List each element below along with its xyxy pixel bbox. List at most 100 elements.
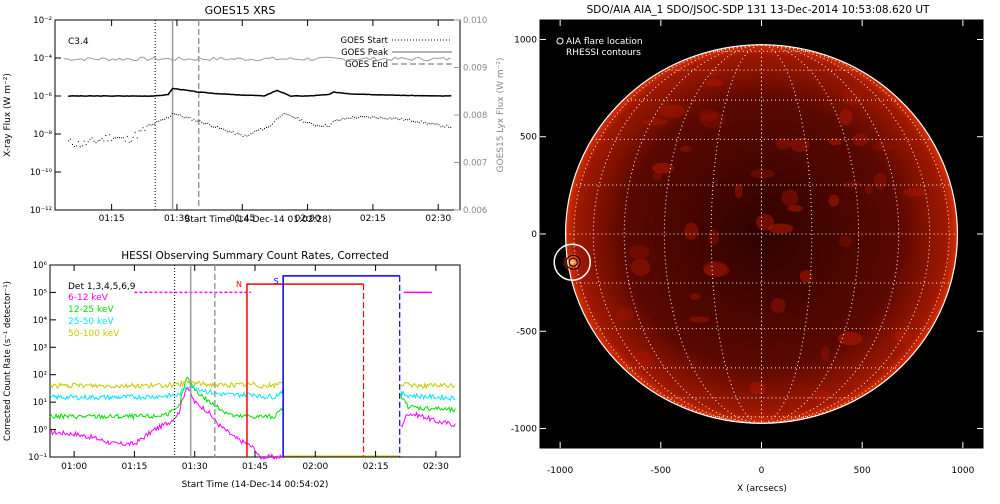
hessi-saa-label: S [274, 277, 279, 286]
aia-image-panel: SDO/AIA AIA_1 SDO/JSOC-SDP 131 13-Dec-20… [511, 4, 984, 494]
aia-ytick-label: -500 [517, 327, 538, 337]
sun-active-region [781, 189, 799, 207]
goes-ytick-right-label: 0.007 [463, 159, 487, 169]
goes-short-channel-point [385, 118, 387, 120]
goes-short-channel-point [181, 116, 183, 118]
rhessi-contour-outer [565, 254, 581, 270]
goes-short-channel-point [166, 117, 167, 119]
goes-short-channel-point [68, 140, 70, 142]
sun-active-region [652, 171, 662, 181]
goes-short-channel-point [309, 122, 311, 123]
sun-active-region [699, 112, 725, 128]
goes-short-channel-point [391, 118, 393, 120]
aia-xtick-label: 500 [854, 466, 871, 476]
goes-short-channel-point [418, 122, 420, 124]
goes-short-channel-point [375, 117, 377, 119]
goes-short-channel-point [164, 118, 166, 120]
sun-active-region [755, 214, 775, 231]
goes-short-channel-point [81, 145, 83, 147]
goes-short-channel-point [236, 132, 238, 134]
goes-short-channel-point [367, 116, 369, 118]
sun-active-region [628, 244, 650, 259]
hessi-xlabel: Start Time (14-Dec-14 00:54:02) [182, 480, 329, 490]
goes-short-channel-point [346, 117, 348, 119]
aia-xtick-label: 1000 [951, 466, 974, 476]
goes-short-channel-point [422, 122, 424, 124]
goes-short-channel-point [171, 112, 173, 114]
goes-short-channel-point [444, 126, 446, 128]
aia-xtick-label: -500 [651, 466, 672, 476]
hessi-band-line-25-50kev [49, 384, 456, 402]
sun-active-region [828, 194, 840, 207]
goes-short-channel-point [342, 117, 344, 119]
hessi-night-flag [246, 283, 364, 457]
sun-active-region [770, 297, 786, 313]
aia-xtick-label: 0 [759, 466, 765, 476]
sun-active-region [838, 235, 853, 247]
goes-short-channel-point [401, 117, 403, 119]
goes-short-channel-point [242, 135, 244, 137]
sun-active-region [652, 162, 674, 174]
goes-short-channel-point [189, 117, 191, 119]
goes-short-channel-point [238, 133, 240, 135]
goes-short-channel-point [252, 132, 254, 134]
goes-short-channel-point [362, 116, 363, 118]
goes-short-channel-point [226, 131, 228, 133]
goes-short-channel-point [195, 120, 197, 122]
goes-xtick-label: 02:00 [295, 214, 321, 224]
goes-short-channel-point [322, 125, 324, 127]
goes-short-channel-point [158, 120, 160, 122]
goes-short-channel-point [132, 136, 134, 138]
goes-short-channel-point [250, 133, 252, 135]
legend-25-50kev: 25-50 keV [68, 317, 114, 327]
goes-short-channel-point [379, 116, 381, 118]
goes-short-channel-point [91, 137, 93, 139]
goes-ytick-right-label: 0.008 [463, 111, 487, 121]
hessi-xtick-label: 01:15 [121, 462, 147, 472]
sun-active-region [702, 260, 728, 277]
goes-short-channel-point [105, 135, 107, 136]
sun-limb [564, 44, 959, 424]
goes-short-channel-point [115, 137, 117, 139]
goes-short-channel-point [348, 117, 350, 119]
goes-long-channel-line [68, 87, 452, 97]
goes-ytick-label: 10⁻¹⁰ [30, 168, 53, 178]
hessi-saa-flag [282, 275, 400, 457]
hessi-ylabel: Corrected Count Rate (s⁻¹ detector⁻¹) [3, 281, 13, 441]
aia-ytick-label: 0 [531, 230, 537, 240]
goes-short-channel-point [89, 138, 91, 140]
goes-short-channel-point [234, 133, 236, 135]
goes-short-channel-point [228, 130, 230, 132]
goes-short-channel-point [232, 131, 234, 133]
goes-short-channel-point [373, 116, 375, 118]
goes-short-channel-point [297, 117, 299, 118]
goes-xtick-label: 01:15 [99, 214, 125, 224]
hessi-ytick-label: 10⁵ [33, 288, 47, 298]
goes-short-channel-point [405, 118, 407, 120]
sun-active-region [790, 137, 810, 152]
sun-active-region [828, 137, 842, 146]
sun-active-region [750, 169, 775, 179]
aia-legend: AIA flare location RHESSI contours [556, 37, 643, 58]
goes-short-channel-point [381, 117, 383, 119]
goes-short-channel-point [173, 113, 175, 115]
goes-short-channel-point [136, 137, 138, 139]
goes-short-channel-point [240, 134, 242, 136]
goes-short-channel-point [356, 117, 358, 119]
goes-short-channel-point [197, 120, 199, 122]
sun-grid-longitude [573, 44, 762, 424]
hessi-band-line-50-100kev [49, 378, 456, 390]
goes-xlabel: Start Time (14-Dec-14 01:02:28) [185, 215, 332, 225]
hessi-ytick-label: 10³ [33, 343, 47, 353]
goes-lya-line [63, 56, 451, 62]
goes-short-channel-point [70, 138, 71, 140]
goes-short-channel-point [122, 137, 124, 139]
goes-short-channel-point [358, 117, 360, 119]
aia-ytick-label: 1000 [514, 35, 537, 45]
goes-short-channel-point [291, 116, 293, 118]
goes-short-channel-point [256, 130, 258, 132]
goes-short-channel-point [138, 130, 140, 132]
goes-short-channel-point [119, 137, 120, 139]
goes-short-channel-point [420, 120, 422, 122]
